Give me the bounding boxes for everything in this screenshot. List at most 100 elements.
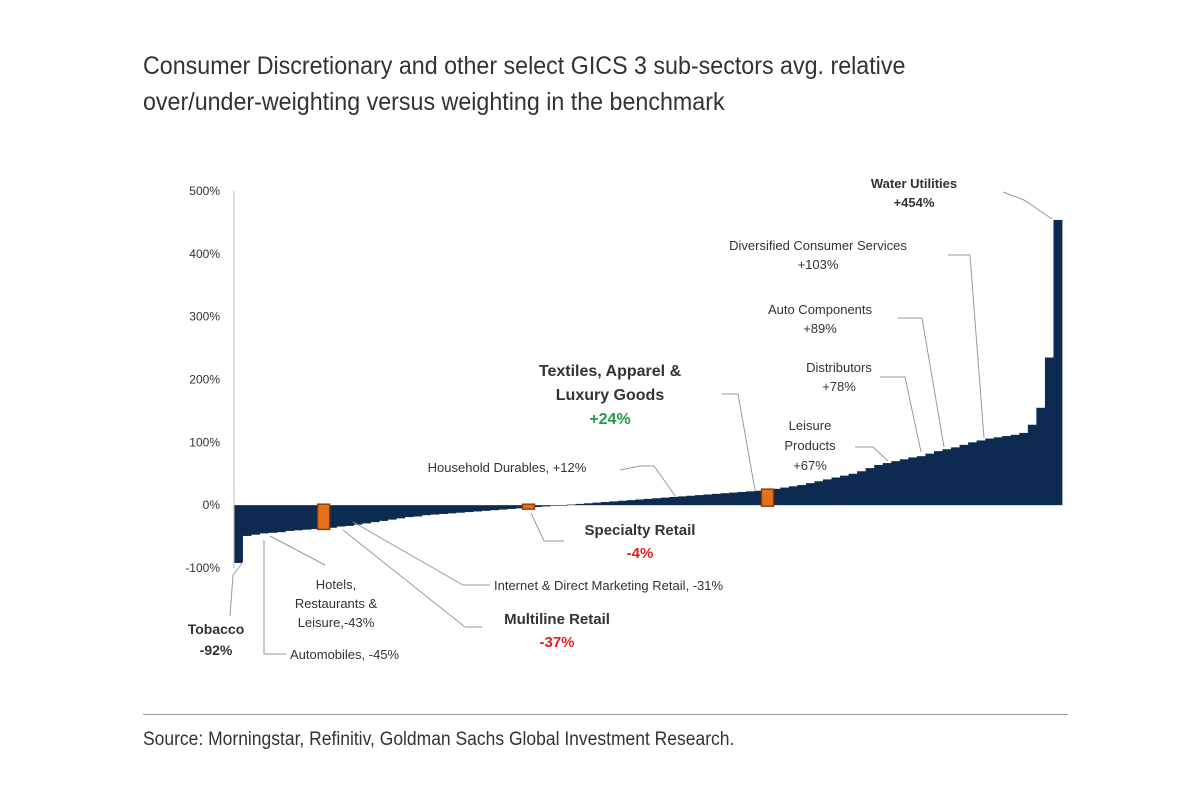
bar [643, 498, 653, 506]
bar [541, 505, 551, 507]
leader-line [269, 535, 326, 566]
chart-title-line-2: over/under-weighting versus weighting in… [143, 88, 725, 116]
annotation-label: Textiles, Apparel & [539, 363, 682, 380]
bar [575, 503, 585, 506]
bar [302, 505, 312, 530]
bar [908, 457, 918, 506]
bar [686, 495, 696, 506]
annotation-label: Specialty Retail [585, 522, 696, 539]
bar [729, 492, 739, 506]
y-tick-label: 0% [203, 498, 221, 512]
annotation-label: +89% [803, 321, 837, 336]
bar [310, 505, 320, 530]
bar [942, 449, 952, 506]
annotation-label: Multiline Retail [504, 611, 610, 628]
highlight-bar [760, 488, 775, 507]
bar [370, 505, 380, 523]
bar [865, 468, 875, 506]
bar [669, 496, 679, 506]
highlight-bar [316, 503, 331, 531]
bar [234, 505, 243, 563]
annotation-label: +78% [822, 379, 856, 394]
bar [242, 505, 252, 536]
highlight-markers [316, 488, 775, 531]
leader-line [880, 376, 922, 453]
annotation-label: Leisure,-43% [298, 615, 375, 630]
bar [916, 456, 926, 506]
leader-line [948, 254, 985, 439]
bar [1027, 424, 1037, 506]
annotation-label: +454% [894, 195, 935, 210]
bar [532, 505, 542, 508]
bar [609, 501, 619, 506]
bar [788, 486, 798, 506]
leader-line [530, 512, 564, 542]
bar [660, 497, 670, 506]
bar [814, 481, 824, 506]
bar [1036, 407, 1046, 506]
bar [327, 505, 337, 528]
bar [1010, 434, 1020, 506]
bar [396, 505, 406, 519]
bar [925, 453, 935, 506]
annotation-label: +24% [589, 411, 630, 428]
bar [874, 464, 884, 506]
y-tick-label: -100% [185, 561, 220, 575]
bar [464, 505, 474, 513]
bar [387, 505, 397, 520]
annotation-label: -92% [200, 642, 233, 658]
y-tick-label: 200% [189, 373, 220, 387]
annotation-label: Leisure [789, 418, 832, 433]
leader-line [619, 465, 677, 498]
bar [882, 463, 892, 506]
bar [694, 495, 704, 506]
annotation-label: Diversified Consumer Services [729, 238, 907, 253]
bar [583, 503, 593, 506]
bar [293, 505, 303, 531]
bars [234, 219, 1063, 563]
bar [558, 505, 568, 506]
bar [993, 437, 1003, 506]
bar [933, 451, 943, 506]
annotation-label: +67% [793, 458, 827, 473]
bar [447, 505, 457, 514]
bar [985, 438, 995, 506]
annotations: Water Utilities +454% Diversified Consumer… [188, 176, 957, 662]
annotation-label: Products [784, 438, 836, 453]
bar [430, 505, 440, 515]
bar [840, 475, 849, 506]
bar [1002, 436, 1012, 506]
bar [618, 500, 628, 506]
bar [652, 498, 662, 506]
y-tick-label: 100% [189, 435, 220, 449]
annotation-label: Luxury Goods [556, 387, 665, 404]
bar [490, 505, 500, 511]
annotation-label: Internet & Direct Marketing Retail, -31% [494, 578, 723, 593]
bar [259, 505, 269, 534]
bar [720, 493, 730, 506]
bar [737, 491, 747, 506]
bar [968, 442, 978, 506]
bar [507, 505, 517, 509]
annotation-label: -4% [627, 545, 654, 562]
bar [1044, 357, 1054, 506]
annotation-label: Restaurants & [295, 596, 378, 611]
bar [473, 505, 482, 512]
leader-line [342, 529, 482, 628]
bar [805, 483, 815, 506]
highlight-bar [521, 503, 536, 510]
leader-line [263, 540, 286, 655]
bar [677, 496, 687, 506]
bar [771, 488, 781, 506]
annotation-label: Auto Components [768, 302, 873, 317]
annotation-label: +103% [798, 257, 839, 272]
bar [549, 505, 559, 506]
bar [481, 505, 491, 511]
leader-lines [229, 191, 1053, 655]
bar [1053, 219, 1063, 506]
bar [857, 471, 867, 506]
chart-title: Consumer Discretionary and other select … [143, 48, 1017, 120]
bar [797, 485, 807, 506]
bar [379, 505, 389, 521]
